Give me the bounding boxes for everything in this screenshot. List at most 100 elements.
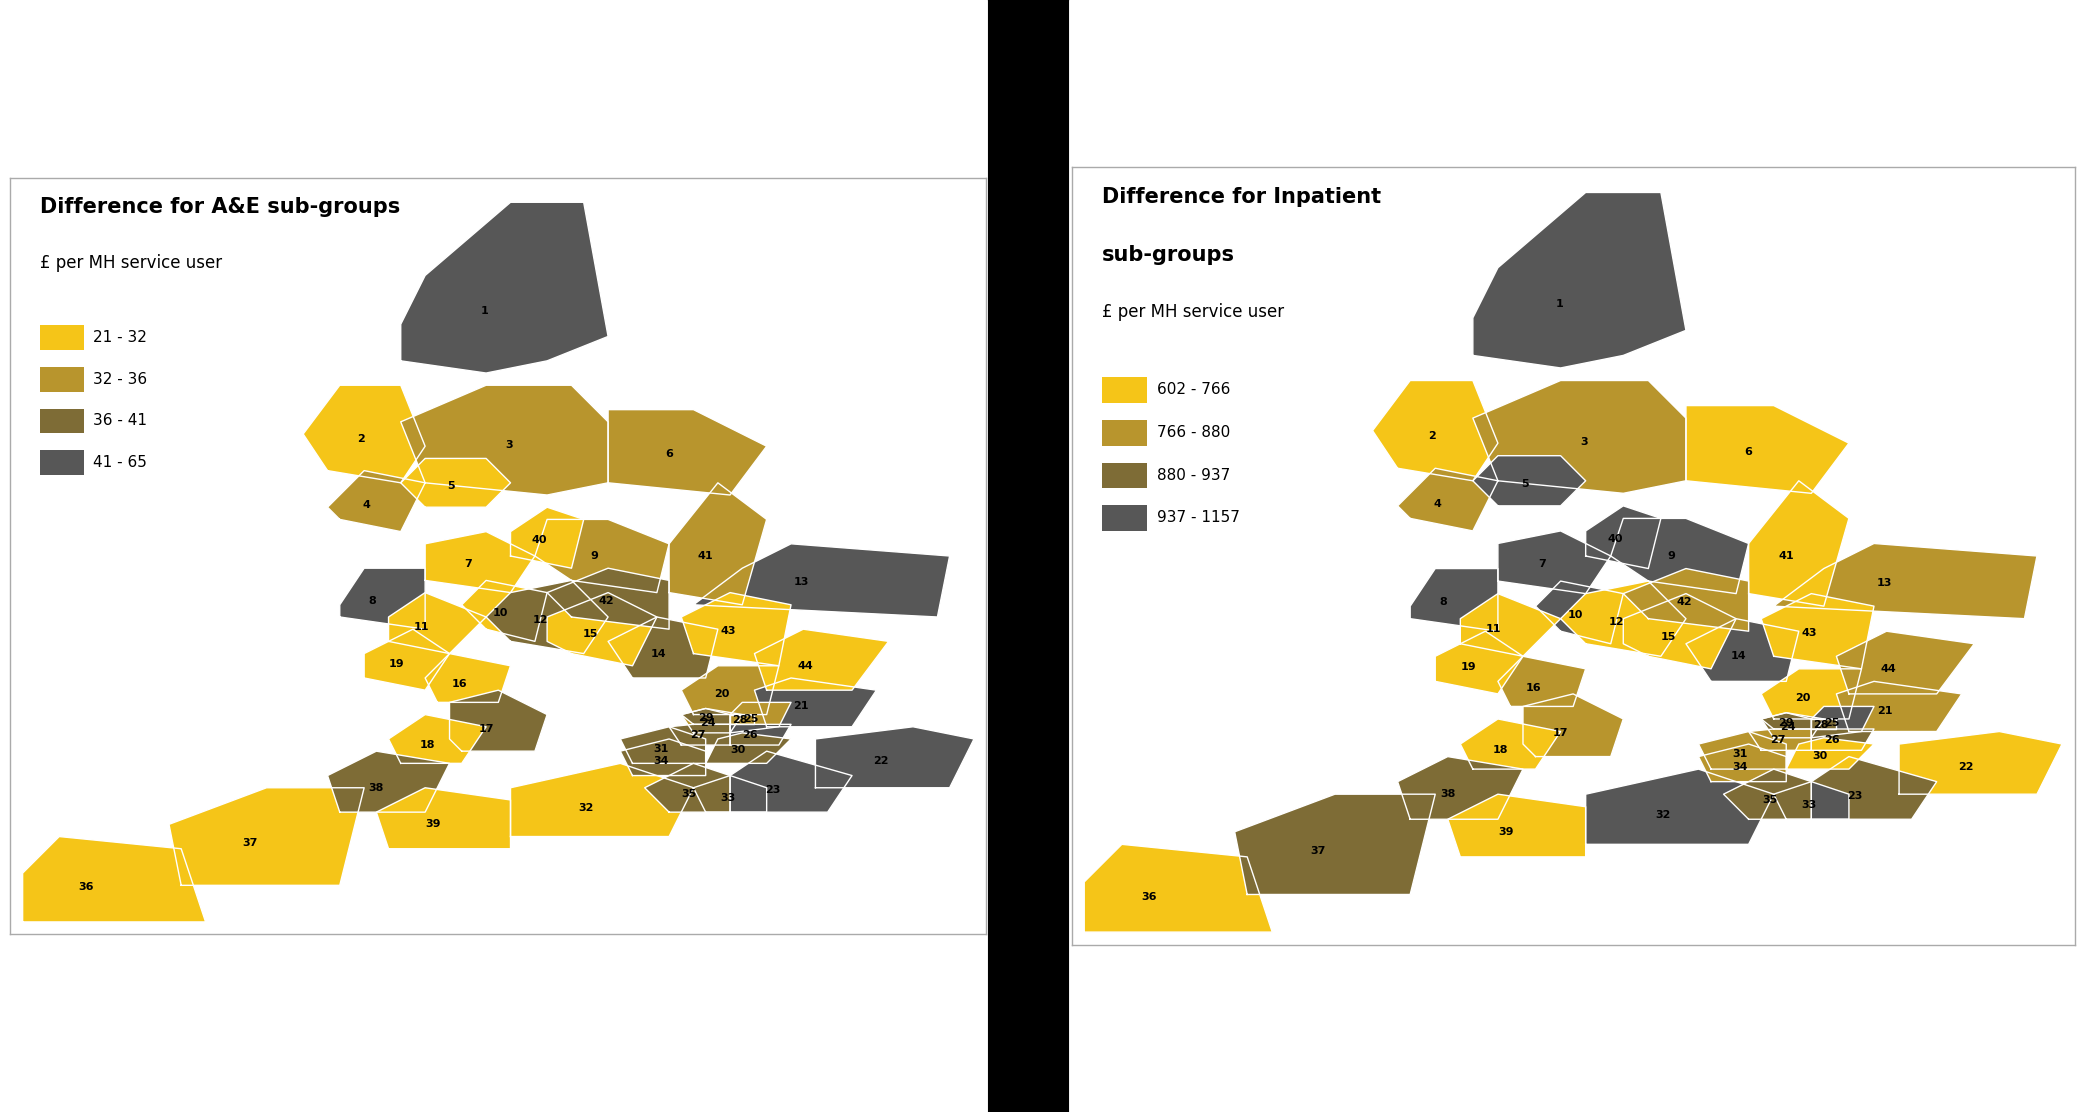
Bar	[40, 326, 83, 350]
Text: 14: 14	[1731, 652, 1745, 662]
Polygon shape	[450, 691, 546, 752]
Text: 9: 9	[590, 552, 598, 560]
Polygon shape	[1762, 713, 1812, 729]
Text: 25: 25	[1824, 718, 1839, 728]
Polygon shape	[730, 703, 790, 733]
Polygon shape	[1899, 732, 2062, 794]
Polygon shape	[461, 580, 546, 642]
Text: 44: 44	[1881, 664, 1897, 674]
Polygon shape	[694, 544, 949, 617]
Text: 34: 34	[653, 756, 669, 766]
Text: 7: 7	[465, 559, 471, 569]
Bar	[40, 367, 83, 391]
Polygon shape	[1837, 682, 1962, 732]
Polygon shape	[730, 752, 853, 812]
Polygon shape	[730, 724, 790, 745]
Polygon shape	[682, 708, 730, 724]
Text: 42: 42	[1676, 597, 1691, 607]
Text: 3: 3	[505, 439, 513, 449]
Polygon shape	[644, 763, 730, 812]
Text: 19: 19	[1462, 662, 1476, 672]
Text: 40: 40	[532, 535, 546, 545]
Polygon shape	[755, 678, 876, 727]
Text: 1: 1	[482, 306, 488, 316]
Polygon shape	[669, 483, 767, 605]
Polygon shape	[511, 763, 694, 836]
Bar	[1101, 506, 1147, 532]
Bar	[1101, 463, 1147, 488]
Polygon shape	[1472, 456, 1587, 506]
Text: 17: 17	[477, 724, 494, 734]
Text: 6: 6	[1745, 447, 1753, 457]
Text: 602 - 766: 602 - 766	[1157, 383, 1230, 397]
Polygon shape	[1812, 729, 1874, 751]
Text: 17: 17	[1553, 728, 1568, 738]
Polygon shape	[400, 458, 511, 507]
Text: 42: 42	[598, 596, 613, 606]
Text: 29: 29	[698, 714, 713, 724]
Polygon shape	[730, 715, 755, 724]
Polygon shape	[1812, 719, 1837, 729]
Text: 39: 39	[1499, 827, 1514, 837]
Polygon shape	[1762, 713, 1824, 737]
Text: 16: 16	[1526, 683, 1541, 693]
Text: 44: 44	[796, 661, 813, 671]
Polygon shape	[1522, 694, 1624, 756]
Polygon shape	[302, 385, 425, 483]
Polygon shape	[1497, 530, 1612, 594]
Text: 12: 12	[1608, 617, 1624, 627]
Polygon shape	[1774, 782, 1849, 820]
Polygon shape	[1460, 719, 1560, 770]
Text: 26: 26	[742, 729, 759, 739]
Text: 20: 20	[715, 689, 730, 699]
Polygon shape	[755, 629, 888, 691]
Polygon shape	[1699, 744, 1787, 782]
Text: 11: 11	[1487, 624, 1501, 634]
Text: 31: 31	[653, 744, 669, 754]
Text: 15: 15	[584, 629, 598, 639]
Polygon shape	[511, 507, 584, 568]
Text: 8: 8	[369, 596, 375, 606]
Bar	[40, 408, 83, 434]
Text: 37: 37	[242, 837, 259, 847]
Polygon shape	[1587, 506, 1662, 568]
Polygon shape	[400, 202, 609, 373]
Text: 36 - 41: 36 - 41	[94, 414, 148, 428]
Text: 14: 14	[651, 648, 667, 658]
Polygon shape	[621, 727, 705, 763]
Polygon shape	[1535, 582, 1624, 644]
Polygon shape	[1749, 480, 1849, 606]
Polygon shape	[1434, 632, 1522, 694]
Text: 41: 41	[698, 552, 713, 560]
Text: sub-groups: sub-groups	[1101, 245, 1234, 265]
Polygon shape	[388, 715, 486, 763]
Bar	[1101, 420, 1147, 446]
Polygon shape	[486, 580, 609, 654]
Polygon shape	[1560, 582, 1687, 656]
Polygon shape	[1460, 594, 1560, 656]
Polygon shape	[1724, 770, 1812, 820]
Polygon shape	[1837, 632, 1974, 694]
Polygon shape	[705, 733, 790, 763]
Text: 23: 23	[1847, 792, 1862, 802]
Text: 6: 6	[665, 449, 673, 459]
Text: 12: 12	[532, 615, 548, 625]
Text: 5: 5	[1520, 479, 1528, 489]
Polygon shape	[1397, 756, 1522, 820]
Text: 24: 24	[1781, 723, 1795, 733]
Polygon shape	[365, 629, 450, 691]
Polygon shape	[609, 409, 767, 495]
Text: 28: 28	[732, 715, 749, 725]
Polygon shape	[546, 568, 669, 629]
Polygon shape	[425, 532, 536, 593]
Polygon shape	[1397, 468, 1497, 530]
Text: 31: 31	[1733, 749, 1747, 759]
Text: 33: 33	[721, 793, 736, 803]
Text: 937 - 1157: 937 - 1157	[1157, 510, 1241, 525]
Text: 43: 43	[719, 626, 736, 636]
Text: 2: 2	[1428, 431, 1437, 441]
Text: 15: 15	[1660, 632, 1676, 642]
Text: 13: 13	[794, 577, 809, 587]
Text: 41: 41	[1779, 552, 1793, 560]
Text: Difference for Inpatient: Difference for Inpatient	[1101, 187, 1380, 207]
